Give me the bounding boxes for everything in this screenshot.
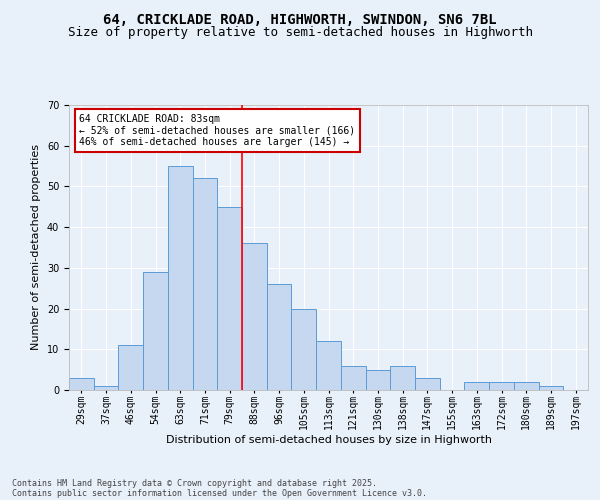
- Text: Size of property relative to semi-detached houses in Highworth: Size of property relative to semi-detach…: [67, 26, 533, 39]
- Y-axis label: Number of semi-detached properties: Number of semi-detached properties: [31, 144, 41, 350]
- Bar: [118, 345, 143, 390]
- Bar: [341, 366, 365, 390]
- Bar: [365, 370, 390, 390]
- X-axis label: Distribution of semi-detached houses by size in Highworth: Distribution of semi-detached houses by …: [166, 435, 491, 445]
- Text: 64, CRICKLADE ROAD, HIGHWORTH, SWINDON, SN6 7BL: 64, CRICKLADE ROAD, HIGHWORTH, SWINDON, …: [103, 12, 497, 26]
- Bar: [168, 166, 193, 390]
- Text: Contains HM Land Registry data © Crown copyright and database right 2025.: Contains HM Land Registry data © Crown c…: [12, 478, 377, 488]
- Bar: [514, 382, 539, 390]
- Bar: [415, 378, 440, 390]
- Bar: [489, 382, 514, 390]
- Bar: [69, 378, 94, 390]
- Bar: [217, 207, 242, 390]
- Bar: [267, 284, 292, 390]
- Text: Contains public sector information licensed under the Open Government Licence v3: Contains public sector information licen…: [12, 488, 427, 498]
- Text: 64 CRICKLADE ROAD: 83sqm
← 52% of semi-detached houses are smaller (166)
46% of : 64 CRICKLADE ROAD: 83sqm ← 52% of semi-d…: [79, 114, 356, 147]
- Bar: [94, 386, 118, 390]
- Bar: [242, 244, 267, 390]
- Bar: [292, 308, 316, 390]
- Bar: [390, 366, 415, 390]
- Bar: [539, 386, 563, 390]
- Bar: [143, 272, 168, 390]
- Bar: [316, 341, 341, 390]
- Bar: [193, 178, 217, 390]
- Bar: [464, 382, 489, 390]
